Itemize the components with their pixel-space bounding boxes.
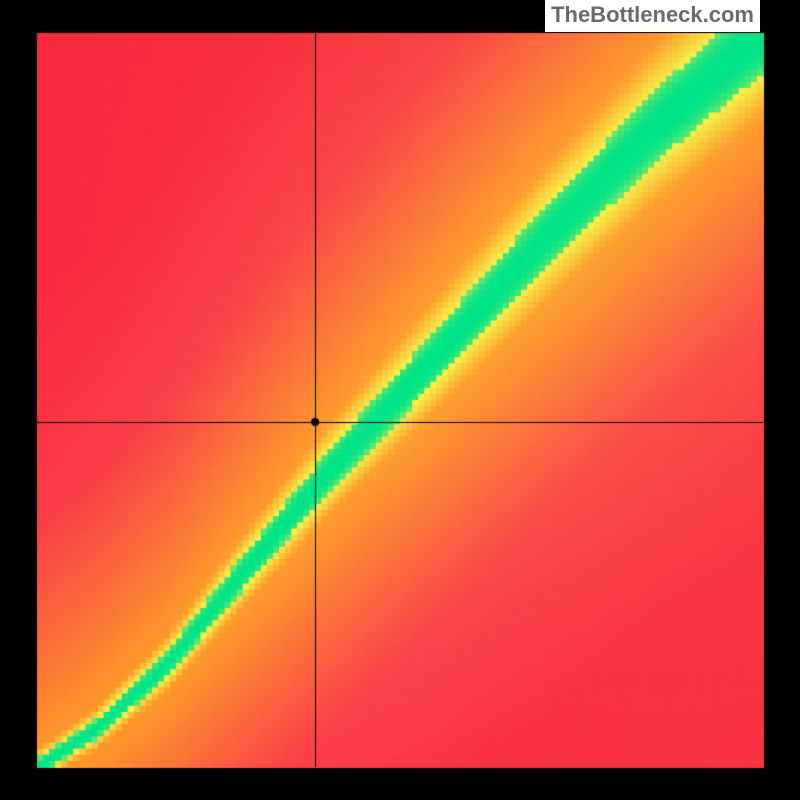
bottleneck-heatmap — [0, 0, 800, 800]
watermark-label: TheBottleneck.com — [545, 0, 760, 32]
chart-container: { "watermark": { "text": "TheBottleneck.… — [0, 0, 800, 800]
